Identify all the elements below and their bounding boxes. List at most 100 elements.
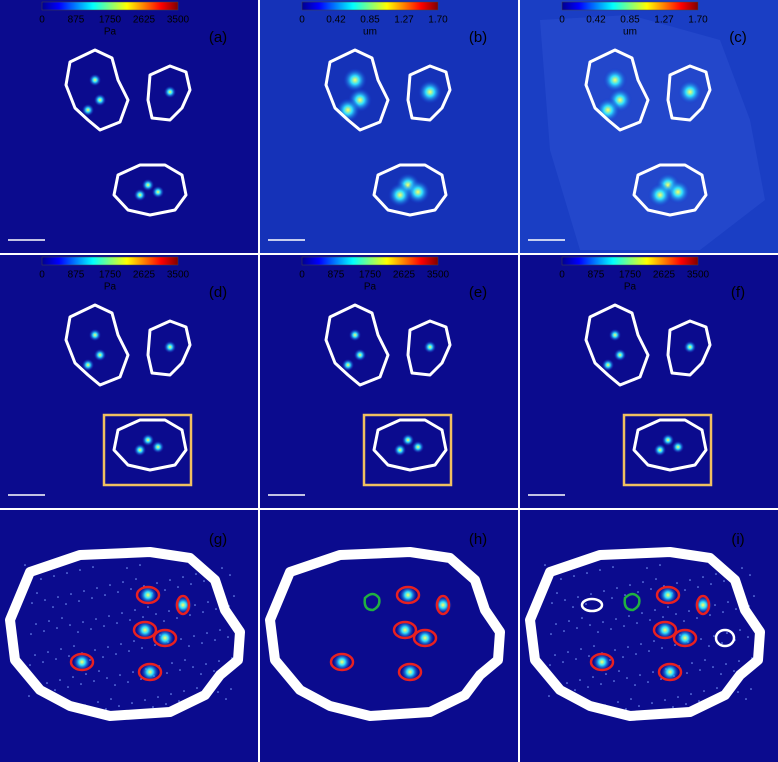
cell-outline — [146, 319, 192, 377]
hot-spot — [399, 586, 417, 604]
texture-dot — [590, 593, 592, 595]
white-contour — [714, 628, 736, 648]
cell-outline — [632, 418, 708, 472]
texture-dot — [683, 620, 685, 622]
adhesion-contour — [152, 628, 178, 648]
colorbar-unit: um — [623, 27, 637, 38]
texture-dot — [67, 686, 69, 688]
panel-label: (b) — [469, 29, 487, 46]
texture-dot — [94, 649, 96, 651]
texture-dot — [639, 674, 641, 676]
adhesion-contour — [695, 594, 711, 616]
texture-dot — [31, 602, 33, 604]
texture-dot — [40, 578, 42, 580]
texture-dot — [48, 620, 50, 622]
cell-outline — [525, 547, 765, 721]
texture-dot — [107, 646, 109, 648]
texture-dot — [192, 666, 194, 668]
texture-dot — [178, 700, 180, 702]
texture-dot — [91, 597, 93, 599]
texture-dot — [57, 596, 59, 598]
colorbar-tick-label: 1.27 — [394, 15, 414, 26]
texture-dot — [65, 603, 67, 605]
hot-spot — [672, 441, 684, 453]
texture-dot — [586, 572, 588, 574]
texture-dot — [566, 682, 568, 684]
texture-dot — [183, 690, 185, 692]
texture-dot — [649, 619, 651, 621]
panel: (i) — [520, 510, 778, 762]
texture-dot — [628, 615, 630, 617]
panel: (h) — [260, 510, 518, 762]
texture-dot — [106, 677, 108, 679]
cell-outline — [112, 163, 188, 217]
texture-dot — [127, 681, 129, 683]
colorbar-tick-label: 1.70 — [688, 15, 708, 26]
cell-outline — [406, 64, 452, 122]
hot-spot — [342, 359, 354, 371]
texture-dot — [121, 612, 123, 614]
texture-dot — [200, 673, 202, 675]
texture-dot — [69, 624, 71, 626]
texture-dot — [169, 579, 171, 581]
texture-dot — [739, 629, 741, 631]
texture-dot — [574, 689, 576, 691]
texture-dot — [625, 708, 627, 710]
texture-dot — [629, 584, 631, 586]
adhesion-contour — [175, 594, 191, 616]
texture-dot — [60, 648, 62, 650]
texture-dot — [53, 575, 55, 577]
texture-dot — [622, 656, 624, 658]
adhesion-contour — [397, 662, 423, 682]
panel-label: (a) — [209, 29, 227, 46]
texture-dot — [564, 599, 566, 601]
texture-dot — [203, 580, 205, 582]
colorbar-tick-label: 0.85 — [620, 15, 640, 26]
texture-dot — [194, 604, 196, 606]
texture-dot — [82, 621, 84, 623]
colorbar-tick-label: 1.70 — [428, 15, 448, 26]
colorbar-tick-label: 2625 — [133, 15, 156, 26]
colorbar-tick-label: 0 — [559, 270, 565, 281]
cell-outline — [584, 48, 650, 132]
panel: 0 875 1750 2625 3500 Pa (a) — [0, 0, 258, 253]
texture-dot — [72, 676, 74, 678]
panel: 0 0.42 0.85 1.27 1.70 um (b) — [260, 0, 518, 253]
texture-dot — [201, 642, 203, 644]
adhesion-contour — [435, 594, 451, 616]
colorbar-tick-label: 0 — [39, 270, 45, 281]
texture-dot — [227, 636, 229, 638]
texture-dot — [43, 630, 45, 632]
hot-spot — [333, 653, 351, 671]
texture-dot — [97, 701, 99, 703]
texture-dot — [603, 590, 605, 592]
texture-dot — [597, 631, 599, 633]
texture-dot — [119, 674, 121, 676]
texture-dot — [120, 643, 122, 645]
texture-dot — [638, 705, 640, 707]
texture-dot — [587, 686, 589, 688]
hot-spot — [659, 586, 677, 604]
hot-spot — [152, 186, 164, 198]
texture-dot — [166, 672, 168, 674]
texture-dot — [581, 617, 583, 619]
texture-dot — [195, 573, 197, 575]
texture-dot — [550, 633, 552, 635]
green-contour — [363, 592, 381, 612]
texture-dot — [636, 622, 638, 624]
colorbar — [561, 1, 699, 11]
texture-dot — [627, 646, 629, 648]
hot-spot — [678, 80, 702, 104]
texture-dot — [229, 574, 231, 576]
texture-dot — [96, 587, 98, 589]
texture-dot — [556, 592, 558, 594]
cell-outline — [632, 163, 708, 217]
texture-dot — [646, 567, 648, 569]
texture-dot — [179, 669, 181, 671]
panel: (g) — [0, 510, 258, 762]
texture-dot — [626, 677, 628, 679]
texture-dot — [615, 618, 617, 620]
texture-dot — [80, 683, 82, 685]
texture-dot — [572, 606, 574, 608]
